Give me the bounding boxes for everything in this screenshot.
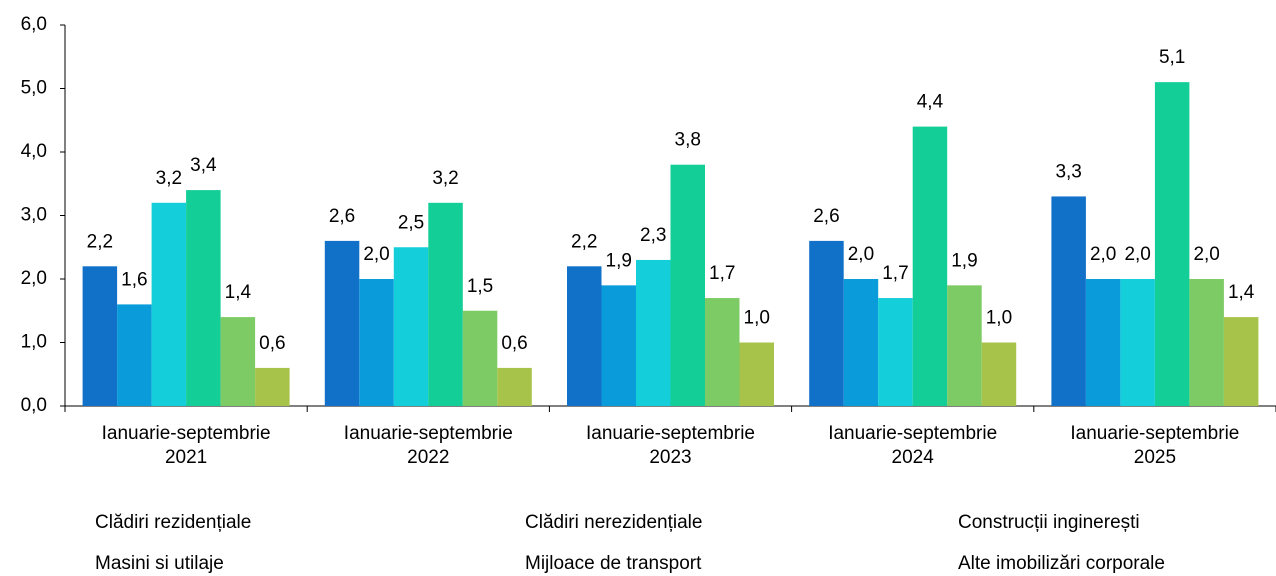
data-label: 3,2 (156, 168, 182, 189)
bar (705, 298, 740, 406)
legend-item: Construcții inginerești (958, 512, 1140, 534)
legend-label: Construcții inginerești (958, 512, 1140, 533)
data-label: 1,7 (709, 263, 735, 284)
data-label: 1,7 (882, 263, 908, 284)
bar (1154, 82, 1190, 407)
data-label: 0,6 (259, 333, 285, 354)
data-label: 2,6 (813, 206, 839, 227)
bar (151, 202, 187, 406)
bar (636, 259, 671, 406)
bar (947, 285, 982, 406)
bar (739, 342, 774, 406)
bar (981, 342, 1017, 406)
legend-item: Masini si utilaje (95, 553, 224, 575)
legend-item: Clădiri nerezidențiale (525, 512, 702, 534)
legend-item: Alte imobilizări corporale (958, 553, 1165, 575)
bar (567, 266, 602, 406)
bar (220, 317, 256, 406)
bar (843, 279, 879, 406)
bar (186, 190, 221, 406)
bar (497, 367, 532, 406)
bar (117, 304, 152, 406)
bar (1223, 317, 1259, 406)
data-label: 1,0 (986, 308, 1012, 329)
legend-label: Clădiri rezidențiale (95, 512, 252, 533)
data-label: 2,3 (640, 225, 666, 246)
legend-label: Clădiri nerezidențiale (525, 512, 703, 533)
bar (324, 240, 360, 406)
legend-label: Alte imobilizări corporale (958, 553, 1165, 574)
data-label: 5,1 (1159, 47, 1185, 68)
data-label: 3,3 (1055, 161, 1081, 182)
y-tick-label: 2,0 (21, 268, 47, 289)
data-label: 1,0 (744, 308, 770, 329)
bar (359, 279, 394, 406)
bar (809, 240, 844, 406)
legend-item: Mijloace de transport (525, 553, 701, 575)
data-label: 2,5 (398, 212, 424, 233)
data-label: 2,0 (1124, 244, 1150, 265)
legend-label: Mijloace de transport (525, 553, 702, 574)
data-label: 3,2 (432, 168, 458, 189)
data-label: 1,4 (225, 282, 252, 303)
data-label: 2,0 (363, 244, 389, 265)
bar (1051, 196, 1086, 406)
x-tick-label: Ianuarie-septembrie 2024 (828, 423, 998, 468)
x-tick-label: Ianuarie-septembrie 2025 (1070, 423, 1240, 468)
legend-label: Masini si utilaje (95, 553, 224, 574)
bar (601, 285, 636, 406)
data-label: 1,9 (951, 250, 977, 271)
data-label: 1,6 (121, 269, 147, 290)
bar (878, 298, 913, 406)
x-tick-label: Ianuarie-septembrie 2023 (586, 423, 755, 468)
legend-item: Clădiri rezidențiale (95, 512, 251, 534)
data-label: 3,8 (675, 130, 701, 151)
y-tick-label: 4,0 (21, 141, 47, 162)
y-tick-label: 3,0 (21, 205, 47, 226)
x-tick-label: Ianuarie-septembrie 2021 (101, 423, 271, 468)
bar (670, 164, 705, 406)
bar (1120, 279, 1155, 406)
data-label: 2,2 (571, 231, 597, 252)
y-tick-label: 1,0 (21, 332, 47, 353)
data-label: 2,0 (848, 244, 874, 265)
bar (1189, 279, 1224, 406)
data-label: 1,4 (1228, 282, 1255, 303)
data-label: 1,5 (467, 276, 493, 297)
data-label: 0,6 (501, 333, 527, 354)
bar (462, 310, 498, 406)
bar (255, 367, 290, 406)
y-tick-label: 5,0 (21, 78, 47, 99)
y-tick-label: 6,0 (21, 14, 47, 35)
data-label: 2,2 (87, 231, 113, 252)
bar (393, 247, 429, 406)
x-tick-label: Ianuarie-septembrie 2022 (343, 423, 513, 468)
bar (82, 266, 118, 406)
bar (428, 202, 463, 406)
y-tick-label: 0,0 (21, 395, 47, 416)
data-label: 2,0 (1090, 244, 1116, 265)
data-label: 1,9 (606, 250, 632, 271)
data-label: 2,6 (329, 206, 355, 227)
data-label: 3,4 (190, 155, 217, 176)
bar (912, 126, 948, 406)
data-label: 4,4 (917, 92, 944, 113)
bar (1085, 279, 1121, 406)
data-label: 2,0 (1193, 244, 1219, 265)
